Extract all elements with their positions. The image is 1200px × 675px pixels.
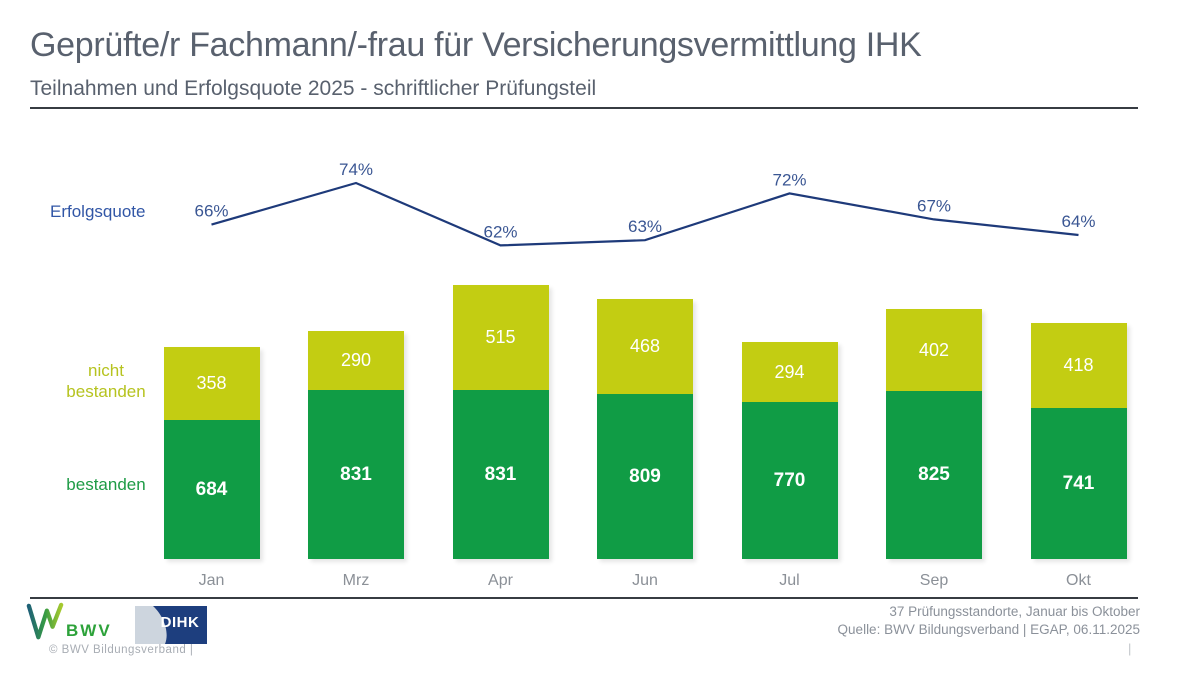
nicht-bestanden-value: 418 bbox=[1063, 355, 1094, 375]
footer-divider bbox=[30, 597, 1138, 599]
bestanden-segment: 825 bbox=[886, 391, 982, 559]
bestanden-value: 809 bbox=[629, 465, 661, 487]
nicht-bestanden-segment: 402 bbox=[886, 309, 982, 391]
bwv-logo-text: BWV bbox=[66, 621, 112, 640]
erfolgsquote-value-label: 66% bbox=[194, 202, 228, 221]
bestanden-segment: 741 bbox=[1030, 408, 1127, 559]
erfolgsquote-value-label: 64% bbox=[1061, 212, 1095, 231]
nicht-bestanden-value: 294 bbox=[774, 361, 805, 382]
month-label-apr: Apr bbox=[488, 572, 513, 589]
nicht-bestanden-segment: 358 bbox=[163, 347, 260, 420]
copyright-text: © BWV Bildungsverband | bbox=[49, 644, 194, 656]
bestanden-value: 831 bbox=[340, 463, 372, 485]
erfolgsquote-value-label: 63% bbox=[628, 217, 662, 236]
nicht-bestanden-value: 358 bbox=[196, 373, 227, 393]
bestanden-segment: 684 bbox=[163, 420, 260, 559]
month-label-jan: Jan bbox=[198, 572, 225, 589]
nicht-bestanden-value: 468 bbox=[629, 336, 661, 356]
bestanden-segment: 831 bbox=[452, 390, 549, 559]
nicht-bestanden-segment: 418 bbox=[1030, 323, 1127, 408]
bar-sep: 402 825 bbox=[886, 309, 982, 559]
nicht-bestanden-segment: 468 bbox=[597, 299, 693, 394]
bar-okt: 418 741 bbox=[1030, 323, 1127, 559]
bestanden-value: 684 bbox=[195, 478, 228, 500]
bestanden-series-label: bestanden bbox=[66, 475, 146, 494]
bestanden-value: 831 bbox=[484, 463, 517, 485]
month-label-mrz: Mrz bbox=[342, 572, 370, 589]
dihk-logo: DIHK bbox=[135, 606, 207, 644]
erfolgsquote-value-label: 62% bbox=[483, 222, 517, 241]
nicht-bestanden-segment: 290 bbox=[308, 331, 404, 390]
month-label-jun: Jun bbox=[632, 572, 658, 589]
footer-note-line1: 37 Prüfungsstandorte, Januar bis Oktober bbox=[889, 604, 1140, 619]
nicht-bestanden-value: 290 bbox=[340, 350, 372, 370]
bwv-checkmark-icon bbox=[26, 602, 64, 640]
month-label-okt: Okt bbox=[1066, 572, 1091, 589]
footer-note-line2: Quelle: BWV Bildungsverband | EGAP, 06.1… bbox=[837, 621, 1140, 637]
bar-jun: 468 809 bbox=[597, 299, 693, 559]
page-title: Geprüfte/r Fachmann/-frau für Versicheru… bbox=[30, 26, 922, 64]
header-divider bbox=[30, 107, 1138, 109]
page-marker: | bbox=[1128, 641, 1132, 656]
dihk-logo-dark-panel bbox=[153, 606, 207, 644]
nicht-bestanden-segment: 515 bbox=[452, 285, 549, 390]
bar-jul: 294 770 bbox=[741, 342, 838, 559]
page-subtitle: Teilnahmen und Erfolgsquote 2025 - schri… bbox=[30, 77, 597, 100]
erfolgsquote-value-label: 74% bbox=[339, 160, 373, 179]
erfolgsquote-line bbox=[211, 181, 1079, 247]
bestanden-segment: 831 bbox=[308, 390, 404, 559]
bestanden-segment: 809 bbox=[597, 394, 693, 559]
nicht-bestanden-value: 402 bbox=[918, 339, 950, 360]
nicht-bestanden-series-label: nicht bestanden bbox=[66, 361, 146, 401]
dihk-logo-text: DIHK bbox=[161, 614, 200, 631]
bar-mrz: 290 831 bbox=[308, 331, 404, 559]
bestanden-value: 741 bbox=[1062, 472, 1095, 494]
erfolgsquote-series-label: Erfolgsquote bbox=[50, 202, 146, 221]
bestanden-value: 825 bbox=[918, 464, 950, 485]
month-label-sep: Sep bbox=[919, 572, 949, 589]
footer-notes: 37 Prüfungsstandorte, Januar bis Oktober… bbox=[838, 603, 1140, 638]
bestanden-segment: 770 bbox=[741, 402, 838, 559]
nicht-bestanden-segment: 294 bbox=[741, 342, 838, 402]
bwv-logo: BWV bbox=[26, 601, 136, 647]
nicht-bestanden-value: 515 bbox=[485, 327, 516, 347]
bestanden-value: 770 bbox=[773, 469, 806, 491]
bar-apr: 515 831 bbox=[452, 285, 549, 559]
bar-jan: 358 684 bbox=[163, 347, 260, 559]
erfolgsquote-value-label: 67% bbox=[917, 196, 951, 215]
erfolgsquote-value-label: 72% bbox=[772, 170, 806, 189]
month-label-jul: Jul bbox=[779, 572, 800, 589]
